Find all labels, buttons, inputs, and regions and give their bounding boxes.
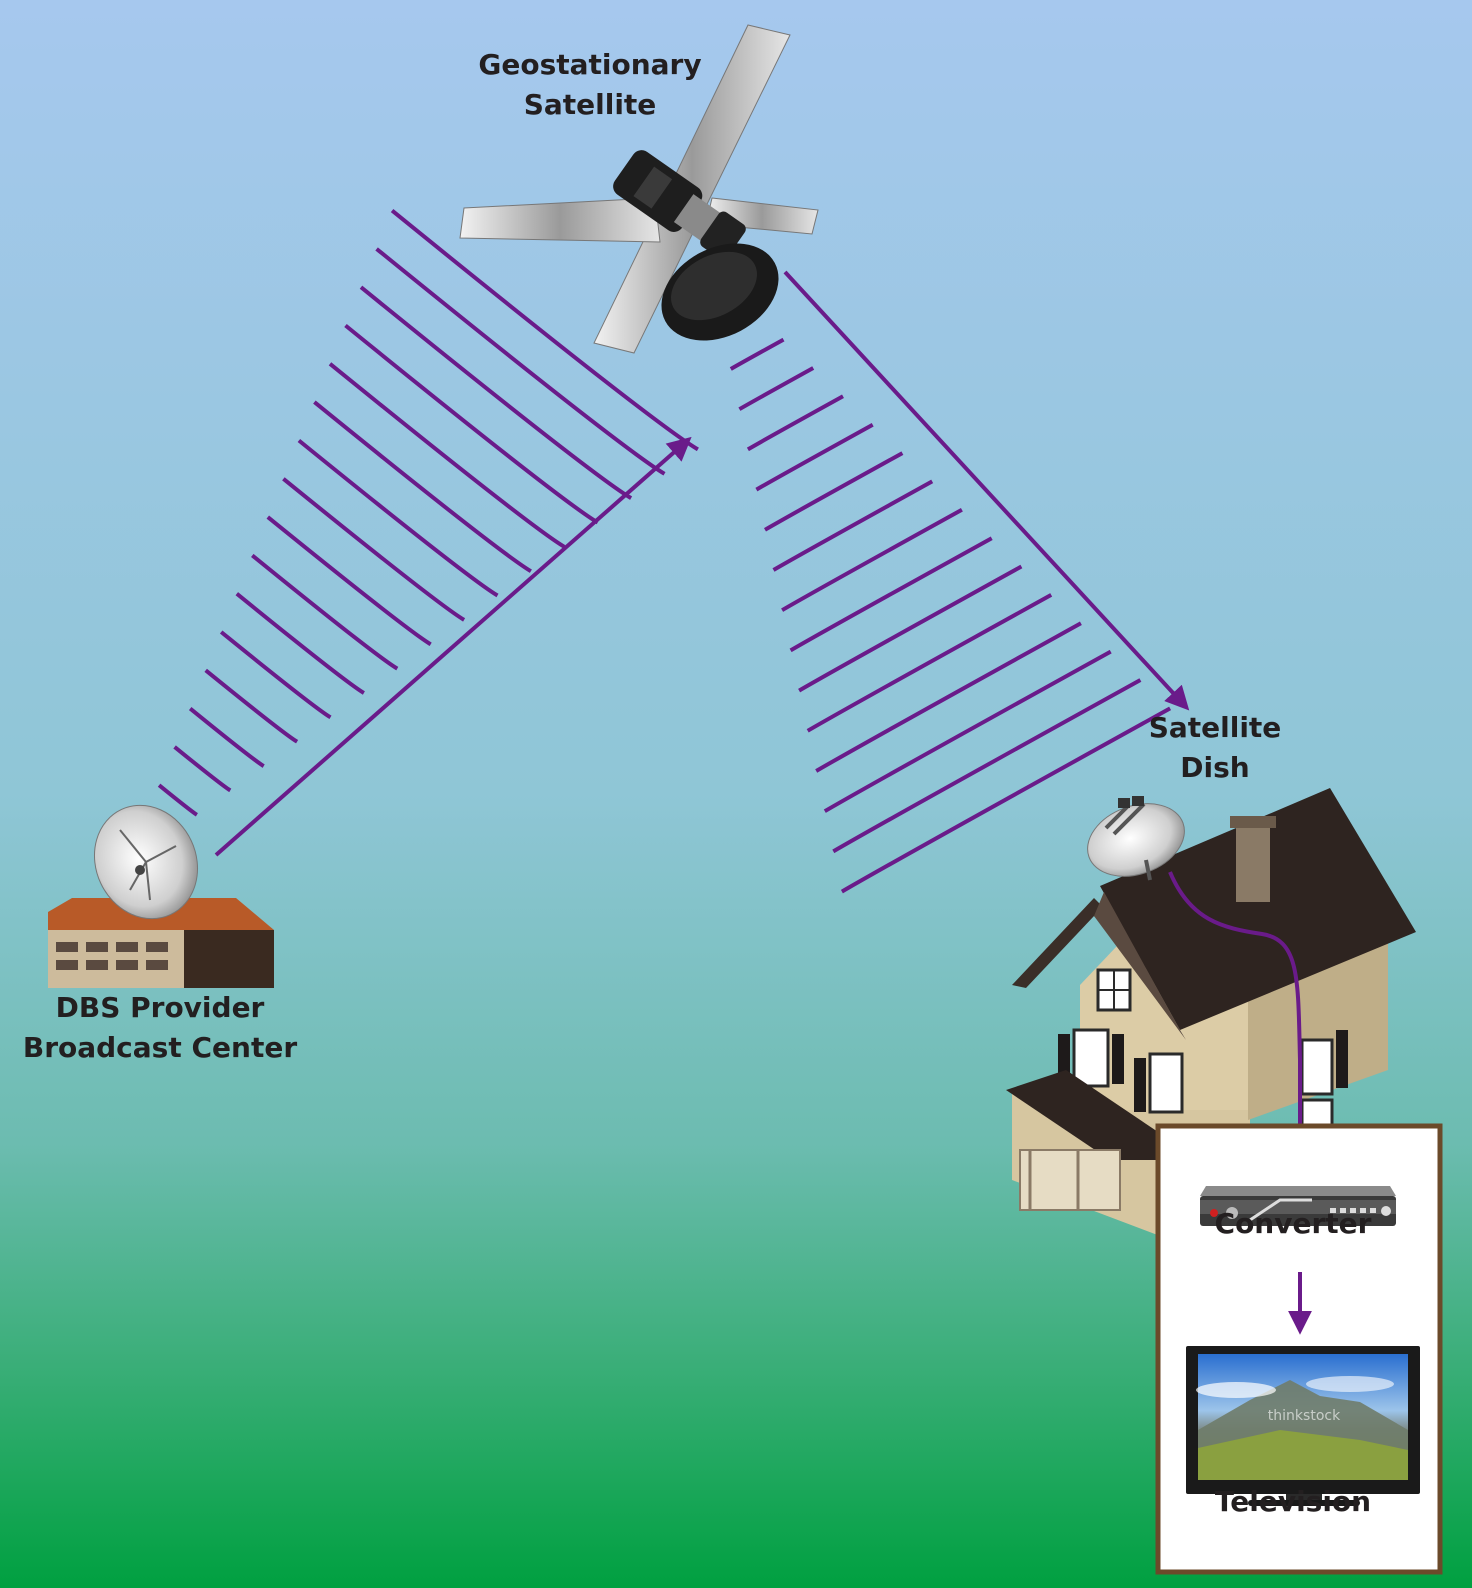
downlink-arrow xyxy=(783,270,1190,711)
dish-label: Satellite Dish xyxy=(1120,708,1310,788)
uplink-wave-arc xyxy=(204,668,299,744)
uplink-wave-arc xyxy=(251,553,399,671)
satellite-label-line1: Geostationary xyxy=(478,48,702,81)
satellite-label-line2: Satellite xyxy=(523,88,657,121)
downlink-wave-arc xyxy=(729,337,785,371)
downlink-wave-arc xyxy=(840,706,1172,894)
dish-label-line1: Satellite xyxy=(1148,711,1282,744)
downlink-wave-arc xyxy=(772,479,934,572)
uplink-wave-arc xyxy=(313,400,532,573)
downlink-wave-arc xyxy=(738,366,815,411)
uplink-wave-arc xyxy=(157,783,198,817)
uplink-wave-arc xyxy=(297,438,499,598)
uplink-wave-arc xyxy=(328,362,566,549)
downlink-wave-arc xyxy=(798,564,1023,693)
converter-label: Converter xyxy=(1214,1207,1372,1240)
television-label: Television xyxy=(1214,1485,1372,1518)
downlink-wave-arc xyxy=(789,536,993,653)
dish-cable xyxy=(1168,871,1312,1175)
downlink-wave-arc xyxy=(815,621,1082,773)
downlink-signal-waves xyxy=(721,309,1172,894)
broadcast-center-icon xyxy=(48,804,274,988)
provider-label: DBS Provider Broadcast Center xyxy=(10,988,310,1068)
downlink-wave-arc xyxy=(806,593,1053,733)
downlink-wave-arc xyxy=(823,649,1112,813)
uplink-arrow xyxy=(214,436,692,857)
uplink-wave-arc xyxy=(282,477,466,622)
downlink-wave-arc xyxy=(746,394,844,452)
downlink-wave-arc xyxy=(832,678,1142,854)
uplink-wave-arc xyxy=(359,285,633,500)
dish-label-line2: Dish xyxy=(1180,751,1250,784)
downlink-wave-arc xyxy=(755,422,874,492)
uplink-wave-arc xyxy=(188,707,265,768)
uplink-wave-arc xyxy=(344,323,599,525)
downlink-wave-arc xyxy=(781,508,963,612)
provider-label-line2: Broadcast Center xyxy=(22,1031,298,1064)
satellite-icon xyxy=(459,24,819,354)
tv-watermark: thinkstock xyxy=(1268,1408,1341,1424)
satellite-label: Geostationary Satellite xyxy=(440,45,740,125)
uplink-wave-arc xyxy=(375,247,666,476)
uplink-wave-arc xyxy=(266,515,432,647)
downlink-wave-arc xyxy=(763,451,904,532)
provider-label-line1: DBS Provider xyxy=(55,991,265,1024)
uplink-wave-arc xyxy=(219,630,332,720)
uplink-wave-arc xyxy=(235,592,365,695)
uplink-wave-arc xyxy=(173,745,232,793)
television-icon: thinkstock xyxy=(1186,1346,1420,1506)
converter-icon xyxy=(1200,1186,1396,1226)
